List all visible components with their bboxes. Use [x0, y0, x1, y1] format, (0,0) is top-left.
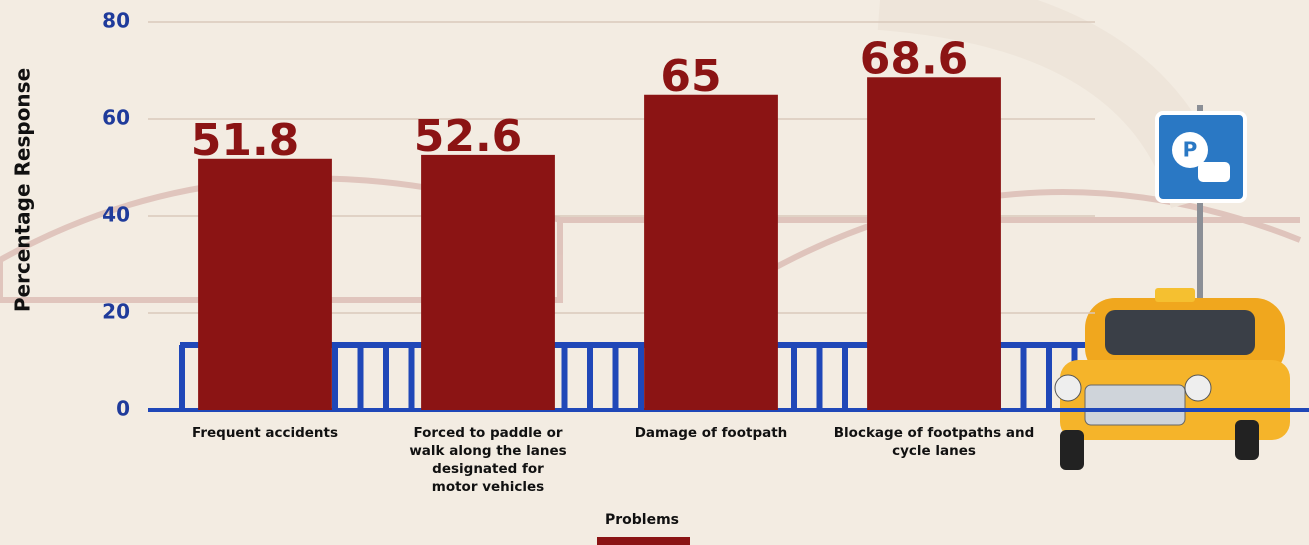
- y-tick-label: 40: [102, 203, 130, 227]
- x-tick-label: Frequent accidents: [191, 425, 339, 441]
- legend-swatch: [597, 537, 690, 545]
- x-tick-label: Forced to paddle or walk along the lanes…: [409, 425, 567, 495]
- x-axis-title: Problems: [605, 512, 679, 528]
- y-tick-label: 60: [102, 106, 130, 130]
- taxi: [1054, 288, 1290, 470]
- value-label: 65: [660, 51, 721, 102]
- y-tick-label: 20: [102, 300, 130, 324]
- x-tick-label: Damage of footpath: [634, 425, 788, 441]
- bar: [198, 158, 332, 410]
- x-tick-label: Blockage of footpaths and cycle lanes: [833, 425, 1035, 459]
- parking-sign: P: [1155, 105, 1247, 300]
- value-label: 51.8: [191, 115, 300, 166]
- value-label: 68.6: [860, 33, 969, 84]
- svg-text:P: P: [1183, 138, 1198, 162]
- y-tick-label: 0: [116, 397, 130, 421]
- bar: [644, 94, 778, 410]
- bar: [421, 154, 555, 410]
- y-axis-title: Percentage Response: [11, 68, 35, 312]
- bar: [867, 77, 1001, 410]
- y-tick-label: 80: [102, 9, 130, 33]
- value-label: 52.6: [414, 111, 523, 162]
